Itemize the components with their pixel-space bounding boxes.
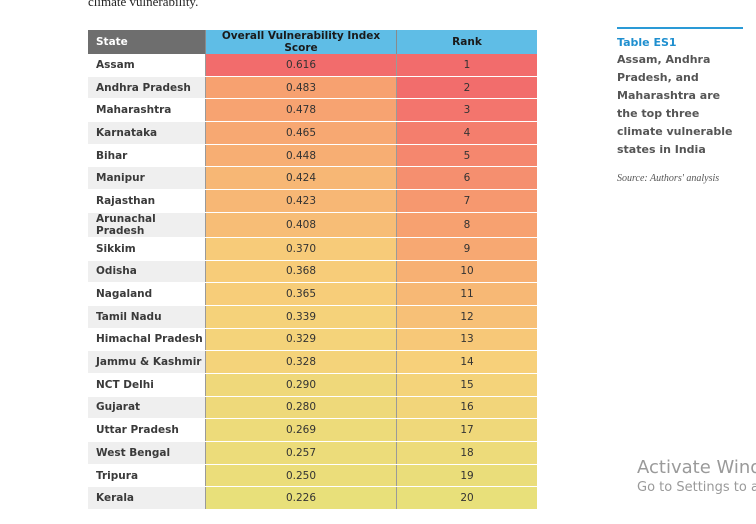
sidebar: Table ES1 Assam, Andhra Pradesh, and Mah… — [617, 27, 743, 184]
table-row: Nagaland 0.365 11 — [88, 282, 537, 306]
rank-cell: 4 — [396, 121, 537, 145]
score-cell: 0.448 — [205, 144, 397, 168]
state-cell: Jammu & Kashmir — [88, 350, 206, 374]
score-cell: 0.483 — [205, 76, 397, 100]
state-cell: Himachal Pradesh — [88, 328, 206, 352]
state-cell: Odisha — [88, 260, 206, 284]
rank-cell: 6 — [396, 166, 537, 191]
rank-cell: 13 — [396, 328, 537, 352]
state-cell: Kerala — [88, 486, 206, 511]
watermark: Activate Windows Go to Settings to activ… — [637, 457, 756, 495]
table-caption: Assam, Andhra Pradesh, and Maharashtra a… — [617, 53, 733, 156]
score-cell: 0.370 — [205, 237, 397, 261]
score-cell: 0.226 — [205, 486, 397, 511]
rank-cell: 5 — [396, 144, 537, 168]
rank-cell: 2 — [396, 76, 537, 100]
header-cell: Rank — [396, 30, 537, 54]
table-body: Assam 0.616 1 Andhra Pradesh 0.483 2 Maharasht… — [88, 54, 537, 511]
vulnerability-table: State Overall Vulnerability Index Score … — [88, 30, 537, 511]
score-cell: 0.328 — [205, 350, 397, 374]
state-cell: Manipur — [88, 166, 206, 191]
score-cell: 0.465 — [205, 121, 397, 145]
state-cell: Tamil Nadu — [88, 305, 206, 329]
rank-cell: 12 — [396, 305, 537, 329]
table-row: Arunachal Pradesh 0.408 8 — [88, 212, 537, 238]
rule — [617, 27, 743, 29]
score-cell: 0.424 — [205, 166, 397, 191]
table-row: Maharashtra 0.478 3 — [88, 98, 537, 123]
source-note: Source: Authors' analysis — [617, 173, 720, 184]
state-cell: Bihar — [88, 144, 206, 168]
table-row: Gujarat 0.280 16 — [88, 396, 537, 420]
score-cell: 0.269 — [205, 418, 397, 442]
intro-text: climate vulnerability. — [88, 0, 199, 9]
score-cell: 0.616 — [205, 54, 397, 77]
score-cell: 0.408 — [205, 212, 397, 238]
state-cell: Assam — [88, 54, 206, 77]
state-cell: Nagaland — [88, 282, 206, 306]
score-cell: 0.290 — [205, 373, 397, 397]
rank-cell: 16 — [396, 396, 537, 420]
rank-cell: 19 — [396, 464, 537, 488]
score-cell: 0.478 — [205, 98, 397, 123]
header-cell: Overall Vulnerability Index Score — [205, 30, 397, 54]
score-cell: 0.423 — [205, 189, 397, 213]
rank-cell: 10 — [396, 260, 537, 284]
table-row: Uttar Pradesh 0.269 17 — [88, 418, 537, 442]
rank-cell: 3 — [396, 98, 537, 123]
table-label: Table ES1 — [617, 36, 677, 49]
watermark-subtitle: Go to Settings to activate Windows. — [637, 480, 756, 495]
rank-cell: 18 — [396, 441, 537, 465]
table-row: Tamil Nadu 0.339 12 — [88, 305, 537, 329]
state-cell: Tripura — [88, 464, 206, 488]
table-row: Sikkim 0.370 9 — [88, 237, 537, 261]
table-row: Bihar 0.448 5 — [88, 144, 537, 168]
table-row: Jammu & Kashmir 0.328 14 — [88, 350, 537, 374]
score-cell: 0.329 — [205, 328, 397, 352]
table-row: Kerala 0.226 20 — [88, 486, 537, 511]
state-cell: NCT Delhi — [88, 373, 206, 397]
score-cell: 0.365 — [205, 282, 397, 306]
state-cell: Arunachal Pradesh — [88, 212, 206, 238]
rank-cell: 14 — [396, 350, 537, 374]
score-cell: 0.250 — [205, 464, 397, 488]
table-row: Himachal Pradesh 0.329 13 — [88, 328, 537, 352]
header-cell: State — [88, 30, 206, 54]
header-row: State Overall Vulnerability Index Score … — [88, 30, 537, 54]
table-row: Tripura 0.250 19 — [88, 464, 537, 488]
rank-cell: 11 — [396, 282, 537, 306]
state-cell: Karnataka — [88, 121, 206, 145]
table-row: Odisha 0.368 10 — [88, 260, 537, 284]
watermark-title: Activate Windows — [637, 457, 756, 478]
table-row: West Bengal 0.257 18 — [88, 441, 537, 465]
rank-cell: 9 — [396, 237, 537, 261]
table-row: NCT Delhi 0.290 15 — [88, 373, 537, 397]
rank-cell: 17 — [396, 418, 537, 442]
rank-cell: 15 — [396, 373, 537, 397]
score-cell: 0.368 — [205, 260, 397, 284]
rank-cell: 20 — [396, 486, 537, 511]
score-cell: 0.339 — [205, 305, 397, 329]
rank-cell: 7 — [396, 189, 537, 213]
state-cell: Sikkim — [88, 237, 206, 261]
state-cell: Rajasthan — [88, 189, 206, 213]
state-cell: Uttar Pradesh — [88, 418, 206, 442]
score-cell: 0.257 — [205, 441, 397, 465]
state-cell: West Bengal — [88, 441, 206, 465]
table-row: Manipur 0.424 6 — [88, 166, 537, 191]
table-row: Andhra Pradesh 0.483 2 — [88, 76, 537, 100]
table-row: Assam 0.616 1 — [88, 54, 537, 77]
state-cell: Gujarat — [88, 396, 206, 420]
state-cell: Maharashtra — [88, 98, 206, 123]
table-row: Rajasthan 0.423 7 — [88, 189, 537, 213]
state-cell: Andhra Pradesh — [88, 76, 206, 100]
score-cell: 0.280 — [205, 396, 397, 420]
rank-cell: 1 — [396, 54, 537, 77]
rank-cell: 8 — [396, 212, 537, 238]
table-row: Karnataka 0.465 4 — [88, 121, 537, 145]
